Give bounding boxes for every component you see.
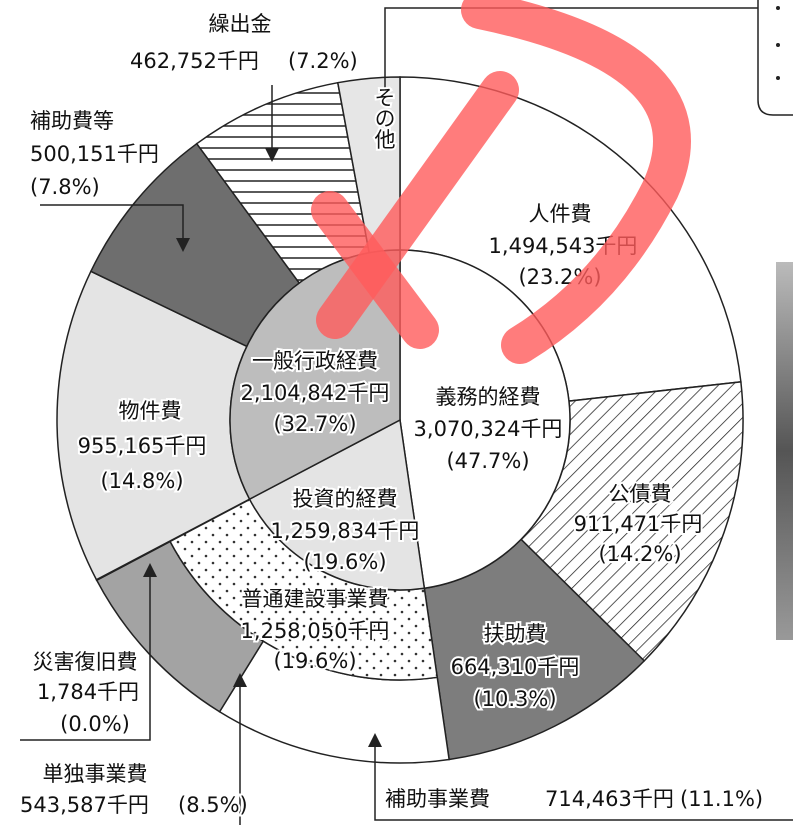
label: (0.0%) — [60, 712, 130, 736]
label: 扶助費 — [484, 622, 547, 646]
photo — [776, 262, 793, 640]
arrow — [143, 563, 157, 577]
arrow — [368, 733, 382, 747]
label: (14.2%) — [598, 542, 681, 566]
label: 2,104,842千円 — [241, 381, 390, 405]
arrow — [176, 238, 190, 252]
label: 普通建設事業費 — [242, 587, 389, 611]
arrow — [265, 148, 279, 162]
red-mark — [311, 0, 691, 364]
cross-stroke — [311, 191, 439, 349]
label: (19.6%) — [303, 550, 386, 574]
label: 664,310千円 — [451, 655, 580, 679]
label: 955,165千円 — [78, 434, 207, 458]
label: 714,463千円 — [545, 787, 674, 811]
leaders — [20, 0, 793, 825]
label: 補助事業費 — [385, 787, 490, 811]
label: 1,259,834千円 — [271, 519, 420, 543]
label: 人件費 — [529, 202, 592, 226]
label: その他 — [372, 87, 396, 150]
leader — [384, 7, 758, 100]
arrow — [233, 673, 247, 687]
rings — [56, 76, 744, 764]
label: (7.2%) — [288, 49, 358, 73]
label: (11.1%) — [680, 787, 763, 811]
label: (32.7%) — [273, 412, 356, 436]
label: 1,258,050千円 — [241, 619, 390, 643]
bullet — [776, 6, 780, 10]
leader — [374, 745, 793, 821]
label: 災害復旧費 — [33, 650, 138, 674]
label: 繰出金 — [209, 12, 272, 36]
label: (19.6%) — [273, 649, 356, 673]
label: 911,471千円 — [574, 512, 703, 536]
label: (8.5%) — [178, 793, 248, 817]
label: 物件費 — [119, 399, 182, 423]
label: 543,587千円 — [20, 793, 149, 817]
label: 単独事業費 — [43, 762, 148, 786]
label: (10.3%) — [473, 687, 556, 711]
label: 補助費等 — [30, 109, 114, 133]
label: 投資的経費 — [293, 487, 398, 511]
label: 462,752千円 — [130, 49, 259, 73]
label: 公債費 — [609, 482, 672, 506]
label: 一般行政経費 — [252, 349, 378, 373]
bullet — [776, 43, 780, 47]
label: 3,070,324千円 — [414, 417, 563, 441]
leader — [40, 204, 184, 240]
note-box — [757, 0, 793, 116]
bullet — [776, 76, 780, 80]
label: (7.8%) — [30, 175, 100, 199]
label: 500,151千円 — [30, 142, 159, 166]
label: (47.7%) — [446, 449, 529, 473]
label: 義務的経費 — [436, 385, 541, 409]
leader — [20, 575, 151, 741]
label: (14.8%) — [100, 469, 183, 493]
label: 1,784千円 — [37, 680, 139, 704]
arc-stroke — [461, 0, 691, 364]
inner-segment — [248, 418, 426, 591]
